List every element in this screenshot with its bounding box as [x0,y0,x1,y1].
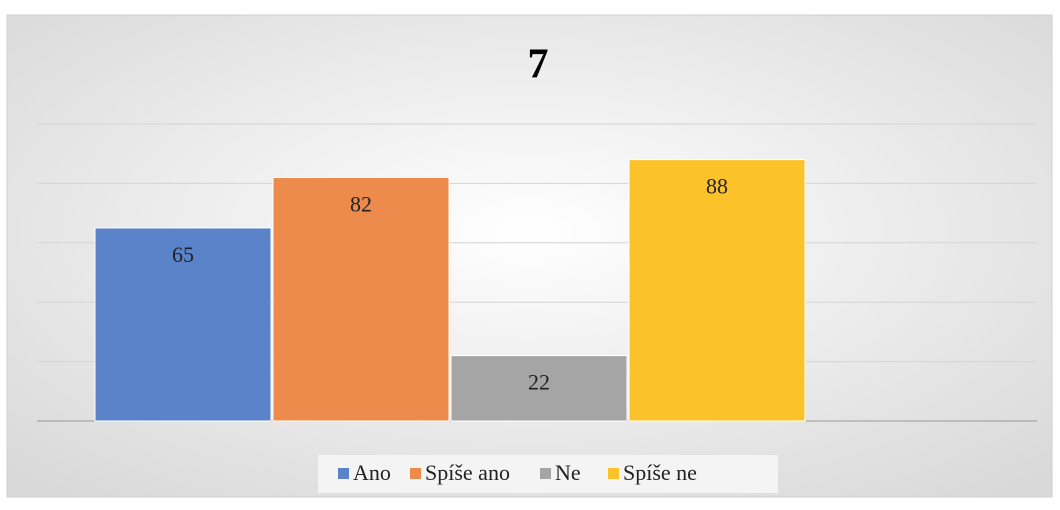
legend-swatch [608,468,619,479]
legend-swatch [540,468,551,479]
bar [450,355,628,422]
data-label: 65 [172,242,194,267]
legend-label: Spíše ano [425,460,510,485]
legend-swatch [338,468,349,479]
legend-label: Ne [555,460,581,485]
data-label: 22 [528,370,550,395]
data-label: 88 [706,174,728,199]
chart-title: 7 [528,42,549,88]
legend-label: Spíše ne [623,460,697,485]
bar [272,176,450,422]
data-label: 82 [350,192,372,217]
legend-swatch [410,468,421,479]
bar [628,159,806,422]
bar [94,227,272,422]
legend-label: Ano [353,460,391,485]
